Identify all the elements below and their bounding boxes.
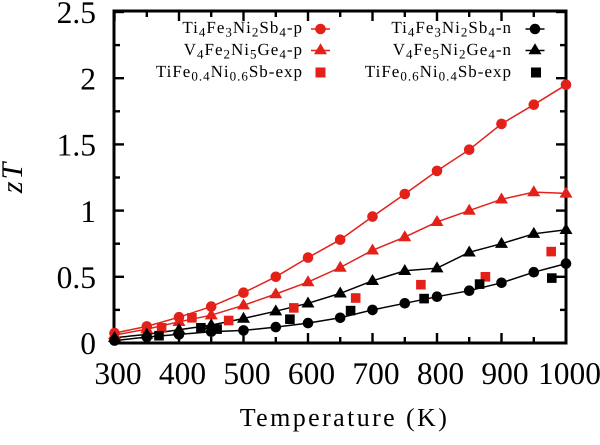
svg-text:600: 600	[288, 356, 335, 391]
svg-text:2: 2	[80, 61, 96, 96]
svg-text:700: 700	[352, 356, 399, 391]
svg-text:V4​Fe2​Ni5​Ge4​-p: V4​Fe2​Ni5​Ge4​-p	[184, 40, 303, 62]
svg-text:2.5: 2.5	[57, 0, 96, 30]
svg-text:400: 400	[159, 356, 206, 391]
svg-text:300: 300	[94, 356, 141, 391]
svg-text:1000: 1000	[538, 356, 600, 391]
svg-text:V4​Fe5​Ni2​Ge4​-n: V4​Fe5​Ni2​Ge4​-n	[393, 40, 512, 62]
svg-text:TiFe0.6​Ni0.4​Sb-exp: TiFe0.6​Ni0.4​Sb-exp	[365, 62, 512, 84]
svg-text:0.5: 0.5	[57, 260, 96, 295]
svg-text:500: 500	[223, 356, 270, 391]
svg-text:Temperature (K): Temperature (K)	[240, 403, 450, 432]
svg-text:1: 1	[80, 194, 96, 229]
svg-text:900: 900	[481, 356, 528, 391]
svg-text:Ti4​Fe3​Ni2​Sb4​-n: Ti4​Fe3​Ni2​Sb4​-n	[391, 18, 512, 40]
svg-text:TiFe0.4​Ni0.6​Sb-exp: TiFe0.4​Ni0.6​Sb-exp	[156, 62, 303, 84]
svg-text:0: 0	[80, 326, 96, 361]
svg-text:1.5: 1.5	[57, 128, 96, 163]
svg-text:zT: zT	[0, 161, 29, 195]
svg-text:800: 800	[417, 356, 464, 391]
svg-text:Ti4​Fe3​Ni2​Sb4​-p: Ti4​Fe3​Ni2​Sb4​-p	[182, 18, 303, 40]
